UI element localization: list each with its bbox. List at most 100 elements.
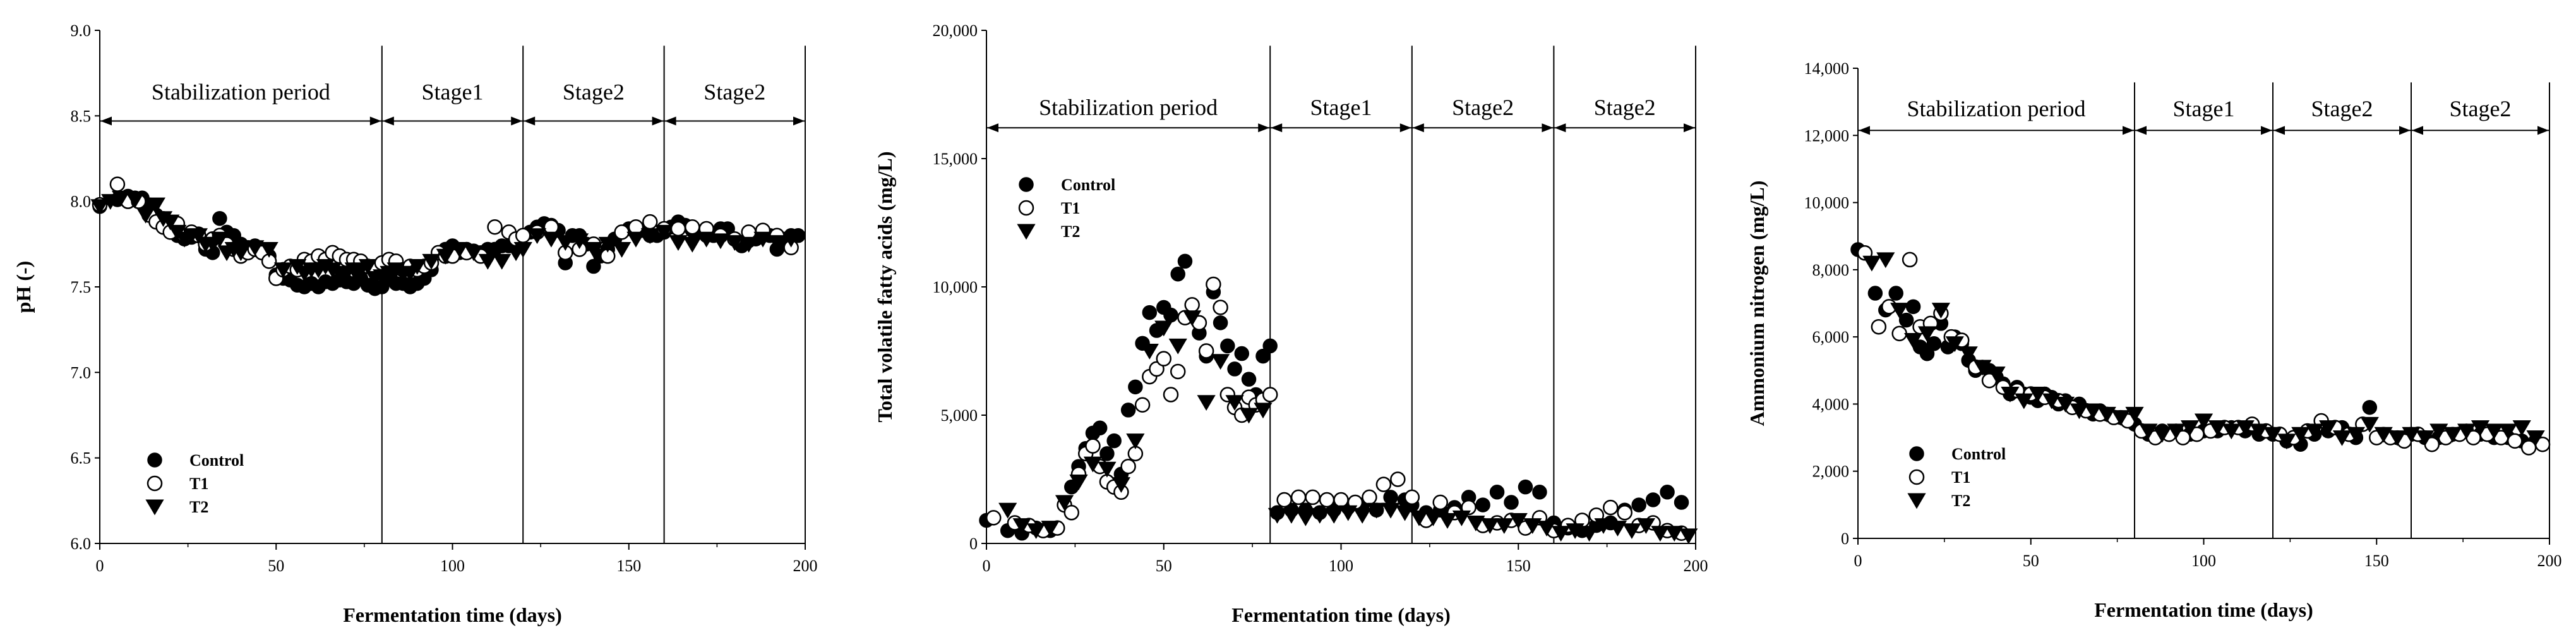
data-point xyxy=(2318,420,2338,436)
y-tick-label: 6.5 xyxy=(71,449,92,468)
data-point xyxy=(260,241,279,258)
data-point xyxy=(2388,430,2407,446)
data-point xyxy=(2443,427,2462,443)
data-point xyxy=(2056,396,2075,413)
data-point xyxy=(753,231,772,248)
data-point xyxy=(90,199,109,215)
data-point xyxy=(586,258,601,274)
data-point xyxy=(1660,485,1675,500)
data-point xyxy=(1128,379,1143,395)
data-point xyxy=(1375,476,1392,492)
y-axis-title: Ammonium nitrogen (mg/L) xyxy=(1746,181,1768,427)
period-label: Stabilization period xyxy=(1039,95,1218,120)
data-point xyxy=(584,241,603,258)
period-arrow-head-left xyxy=(1412,123,1424,133)
data-point xyxy=(2236,420,2255,436)
period-label: Stage2 xyxy=(2311,96,2373,121)
data-point xyxy=(1012,518,1031,534)
data-point xyxy=(614,224,630,240)
y-axis-title: pH (-) xyxy=(12,261,35,313)
data-point xyxy=(1170,266,1185,282)
data-point xyxy=(1111,477,1130,493)
data-point xyxy=(654,224,674,241)
data-point xyxy=(1518,479,1533,495)
series-t1 xyxy=(985,276,1689,542)
data-point xyxy=(1504,495,1519,510)
data-point xyxy=(1333,492,1349,508)
y-tick-label: 6.0 xyxy=(71,535,92,553)
data-point xyxy=(1423,510,1443,526)
period-label: Stage2 xyxy=(563,79,625,104)
y-tick-label: 9.0 xyxy=(71,21,92,40)
data-point xyxy=(487,219,503,235)
data-point xyxy=(1594,518,1613,534)
data-point xyxy=(1198,343,1214,359)
data-point xyxy=(1602,499,1619,516)
data-point xyxy=(147,197,165,214)
data-point xyxy=(2015,393,2034,409)
data-point xyxy=(1888,286,1903,301)
data-point xyxy=(1085,438,1101,454)
y-tick-label: 20,000 xyxy=(933,21,978,40)
data-point xyxy=(1170,363,1186,380)
legend-label: Control xyxy=(1951,445,2006,463)
data-point xyxy=(725,235,744,251)
data-point xyxy=(1617,505,1632,521)
data-point xyxy=(1163,307,1178,323)
data-point xyxy=(1098,461,1117,478)
x-tick-label: 50 xyxy=(2023,552,2039,570)
data-point xyxy=(1339,505,1358,521)
series-t2 xyxy=(1862,252,2545,450)
data-point xyxy=(1890,303,1909,318)
data-point xyxy=(1381,502,1400,519)
data-point xyxy=(612,241,632,258)
data-point xyxy=(2305,423,2324,440)
legend-label: T2 xyxy=(1061,222,1080,241)
data-point xyxy=(670,221,686,237)
legend-marker xyxy=(1908,469,1925,485)
legend-label: T1 xyxy=(1951,468,1970,487)
y-tick-label: 2,000 xyxy=(1812,463,1850,481)
data-point xyxy=(1919,346,1935,361)
data-point xyxy=(1404,489,1420,506)
data-point xyxy=(1290,489,1307,506)
chart-panel-3: 0 2,000 4,000 6,000 8,000 10,000 12,000 14,000 0… xyxy=(1746,59,2562,621)
y-tick-label: 8.0 xyxy=(71,193,92,211)
data-point xyxy=(1973,360,1992,376)
data-point xyxy=(1120,403,1136,418)
period-label: Stage2 xyxy=(1594,95,1656,120)
period-label: Stage2 xyxy=(704,79,765,104)
x-axis-title: Fermentation time (days) xyxy=(343,603,562,626)
data-point xyxy=(1608,521,1627,537)
legend-label: T1 xyxy=(189,475,208,493)
period-label: Stabilization period xyxy=(152,79,330,104)
data-point xyxy=(1410,510,1429,526)
data-point xyxy=(2111,410,2130,427)
period-arrow-head-left xyxy=(524,116,536,126)
data-point xyxy=(1622,523,1641,540)
legend-marker xyxy=(1909,446,1924,461)
data-point xyxy=(111,190,131,207)
data-point xyxy=(161,214,180,231)
data-point xyxy=(1142,305,1158,320)
data-point xyxy=(1262,338,1278,354)
data-point xyxy=(1395,505,1415,521)
data-point xyxy=(598,236,617,253)
data-point xyxy=(1665,526,1684,542)
data-point xyxy=(1134,397,1151,413)
data-point xyxy=(1898,312,1914,328)
period-arrow-head-left xyxy=(2135,126,2147,135)
period-arrow-head-right xyxy=(1399,123,1411,133)
data-point xyxy=(2471,420,2490,436)
data-point xyxy=(1213,300,1228,315)
data-point xyxy=(1184,297,1200,313)
data-point xyxy=(1154,320,1173,337)
period-label: Stage1 xyxy=(1310,95,1372,120)
x-axis-title: Fermentation time (days) xyxy=(2094,598,2313,621)
data-point xyxy=(1926,336,1942,351)
data-point xyxy=(2346,427,2366,443)
data-point xyxy=(1255,348,1271,364)
data-point xyxy=(189,228,208,245)
